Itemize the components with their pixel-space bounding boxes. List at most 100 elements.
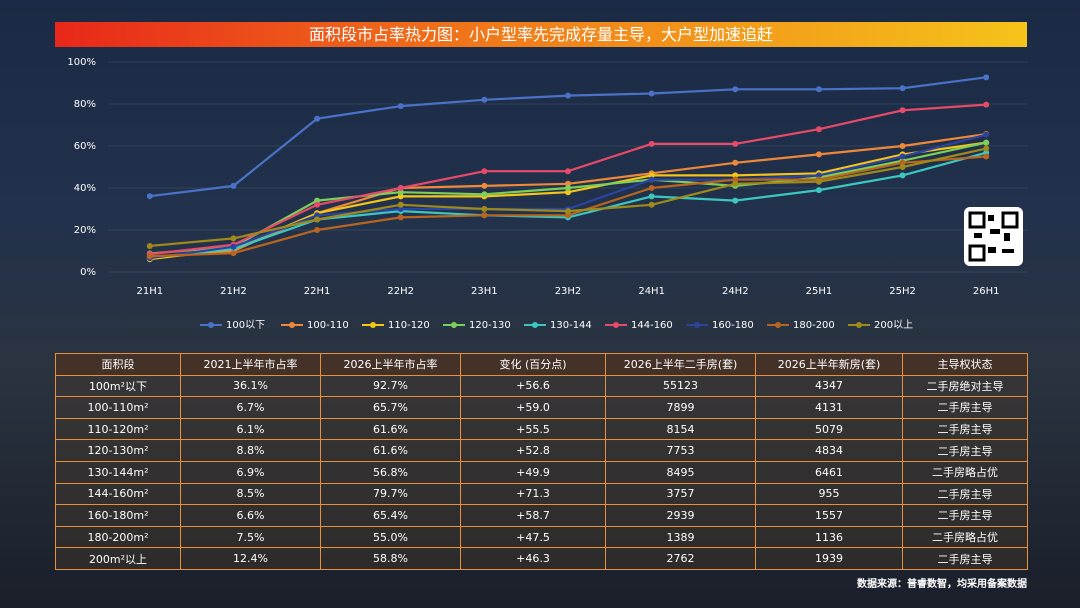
table-cell: +58.7 bbox=[460, 504, 606, 527]
legend-marker bbox=[289, 322, 295, 328]
table-row: 100m²以下 36.1% 92.7% +56.6 55123 4347 二手房绝对主导 bbox=[55, 374, 1028, 398]
data-point bbox=[815, 172, 822, 179]
data-point bbox=[983, 131, 990, 138]
data-point bbox=[732, 86, 739, 93]
x-tick-label: 25H2 bbox=[889, 286, 916, 297]
legend-label: 144-160 bbox=[631, 320, 673, 331]
table-row: 160-180m² 6.6% 65.4% +58.7 2939 1557 二手房主导 bbox=[55, 504, 1028, 527]
data-point bbox=[397, 201, 404, 208]
data-point bbox=[983, 153, 990, 160]
legend-label: 160-180 bbox=[712, 320, 754, 331]
x-tick-label: 22H1 bbox=[304, 286, 331, 297]
table-cell: 8154 bbox=[605, 417, 756, 441]
legend-marker bbox=[208, 322, 214, 328]
x-tick-label: 22H2 bbox=[387, 286, 414, 297]
table-cell: 92.7% bbox=[320, 374, 461, 398]
data-point bbox=[983, 74, 990, 81]
data-point bbox=[397, 206, 404, 212]
data-point bbox=[648, 176, 655, 183]
table-cell: +46.3 bbox=[460, 547, 606, 570]
data-point bbox=[481, 206, 488, 212]
table-cell: 56.8% bbox=[320, 460, 461, 484]
data-point bbox=[230, 250, 237, 257]
table-cell: +49.9 bbox=[460, 460, 606, 484]
data-point bbox=[397, 193, 404, 200]
data-point bbox=[230, 182, 237, 189]
y-tick-label: 60% bbox=[74, 141, 96, 152]
table-cell: 36.1% bbox=[180, 374, 321, 398]
table-row: 100-110m² 6.7% 65.7% +59.0 7899 4131 二手房主导 bbox=[55, 396, 1028, 419]
table-cell: +71.3 bbox=[460, 482, 606, 506]
table-cell: 2939 bbox=[605, 504, 756, 527]
data-point bbox=[565, 92, 571, 99]
data-point bbox=[565, 212, 571, 219]
table-cell: 65.7% bbox=[320, 396, 461, 419]
data-point bbox=[648, 185, 655, 191]
x-tick-label: 26H1 bbox=[973, 286, 1000, 297]
table-cell: 8.5% bbox=[180, 482, 321, 506]
table-cell: +56.6 bbox=[460, 374, 606, 398]
x-tick-label: 21H2 bbox=[220, 286, 247, 297]
legend-marker bbox=[694, 322, 700, 328]
data-point bbox=[565, 185, 571, 191]
data-point bbox=[397, 214, 404, 221]
header-cell: 2021上半年市占率 bbox=[180, 353, 321, 376]
data-point bbox=[899, 159, 906, 166]
table-cell: +52.8 bbox=[460, 439, 606, 462]
table-row: 200m²以上 12.4% 58.8% +46.3 2762 1939 二手房主导 bbox=[55, 547, 1028, 570]
table-cell: 4347 bbox=[755, 374, 903, 398]
table-cell: 4834 bbox=[755, 439, 903, 462]
y-tick-label: 80% bbox=[74, 99, 96, 110]
data-point bbox=[899, 143, 906, 149]
table-cell: 1939 bbox=[755, 547, 903, 570]
data-point bbox=[565, 208, 571, 215]
x-tick-label: 24H2 bbox=[722, 286, 749, 297]
table-row: 144-160m² 8.5% 79.7% +71.3 3757 955 二手房主导 bbox=[55, 482, 1028, 506]
data-point bbox=[397, 189, 404, 196]
data-point bbox=[565, 189, 571, 196]
table-cell: 6461 bbox=[755, 460, 903, 484]
table-cell: 955 bbox=[755, 482, 903, 506]
data-point bbox=[314, 216, 321, 223]
table-cell: 1389 bbox=[605, 525, 756, 549]
table-cell: 4131 bbox=[755, 396, 903, 419]
legend-marker bbox=[775, 322, 781, 328]
data-point bbox=[899, 85, 906, 92]
table-cell: 120-130m² bbox=[55, 439, 181, 462]
data-point bbox=[815, 86, 822, 93]
table-cell: 61.6% bbox=[320, 439, 461, 462]
table-cell: 160-180m² bbox=[55, 504, 181, 527]
table-cell: +55.5 bbox=[460, 417, 606, 441]
table-cell: 200m²以上 bbox=[55, 547, 181, 570]
table-cell: 55123 bbox=[605, 374, 756, 398]
table-cell: 79.7% bbox=[320, 482, 461, 506]
data-point bbox=[899, 107, 906, 114]
data-point bbox=[815, 126, 822, 133]
table-cell: 二手房主导 bbox=[902, 439, 1028, 462]
table-cell: +47.5 bbox=[460, 525, 606, 549]
legend-label: 100以下 bbox=[226, 320, 265, 331]
table-cell: 100-110m² bbox=[55, 396, 181, 419]
table-cell: 3757 bbox=[605, 482, 756, 506]
data-point bbox=[983, 101, 990, 108]
table-cell: 二手房略占优 bbox=[902, 525, 1028, 549]
source-note: 数据来源：普睿数智，均采用备案数据 bbox=[857, 579, 1027, 590]
data-point bbox=[146, 242, 153, 249]
data-point bbox=[314, 197, 321, 204]
table-cell: 6.9% bbox=[180, 460, 321, 484]
legend-label: 130-144 bbox=[550, 320, 592, 331]
table-row: 110-120m² 6.1% 61.6% +55.5 8154 5079 二手房主导 bbox=[55, 417, 1028, 441]
legend-label: 100-110 bbox=[307, 320, 349, 331]
x-tick-label: 23H1 bbox=[471, 286, 498, 297]
data-point bbox=[481, 191, 488, 198]
legend-marker bbox=[856, 322, 862, 328]
x-tick-label: 24H1 bbox=[638, 286, 665, 297]
table-cell: 7899 bbox=[605, 396, 756, 419]
table-row: 130-144m² 6.9% 56.8% +49.9 8495 6461 二手房略占优 bbox=[55, 460, 1028, 484]
table-cell: 100m²以下 bbox=[55, 374, 181, 398]
table-cell: 6.6% bbox=[180, 504, 321, 527]
data-point bbox=[899, 164, 906, 170]
table-row: 180-200m² 7.5% 55.0% +47.5 1389 1136 二手房略占优 bbox=[55, 525, 1028, 549]
